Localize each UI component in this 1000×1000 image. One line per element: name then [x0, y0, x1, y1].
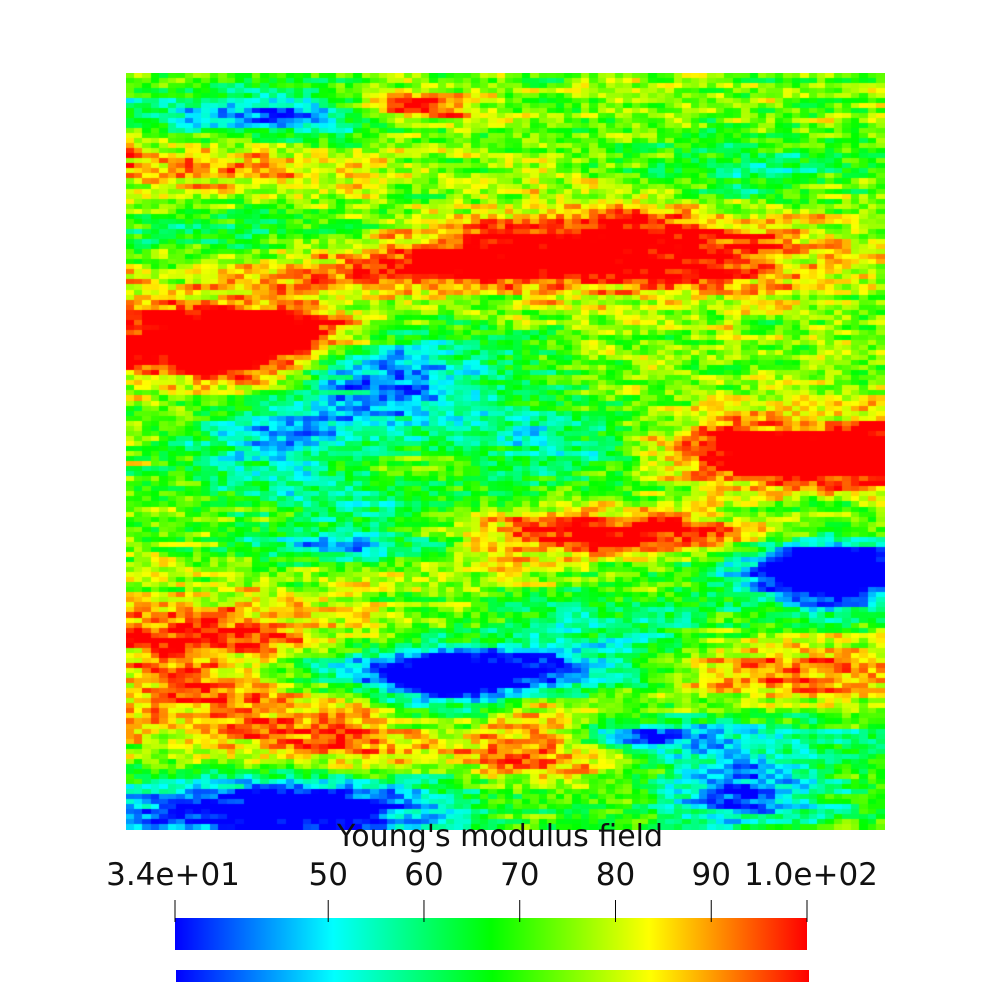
- colorbar-tick-label: 3.4e+01: [106, 857, 240, 893]
- colorbar-tick-label: 80: [595, 857, 636, 893]
- colorbar-tick-label: 70: [499, 857, 540, 893]
- colorbar-tick-label: 60: [404, 857, 444, 893]
- colorbar-tick-label: 1.0e+02: [744, 857, 878, 893]
- colorbar-tick-label: 50: [308, 857, 348, 893]
- colorbar: [174, 900, 808, 950]
- colorbar-tick-label: 90: [691, 857, 731, 893]
- youngs-modulus-field-map: [126, 73, 885, 830]
- colorbar-strip: [176, 970, 809, 982]
- colorbar-gradient: [175, 918, 807, 950]
- colorbar-title: Young's modulus field: [336, 819, 664, 854]
